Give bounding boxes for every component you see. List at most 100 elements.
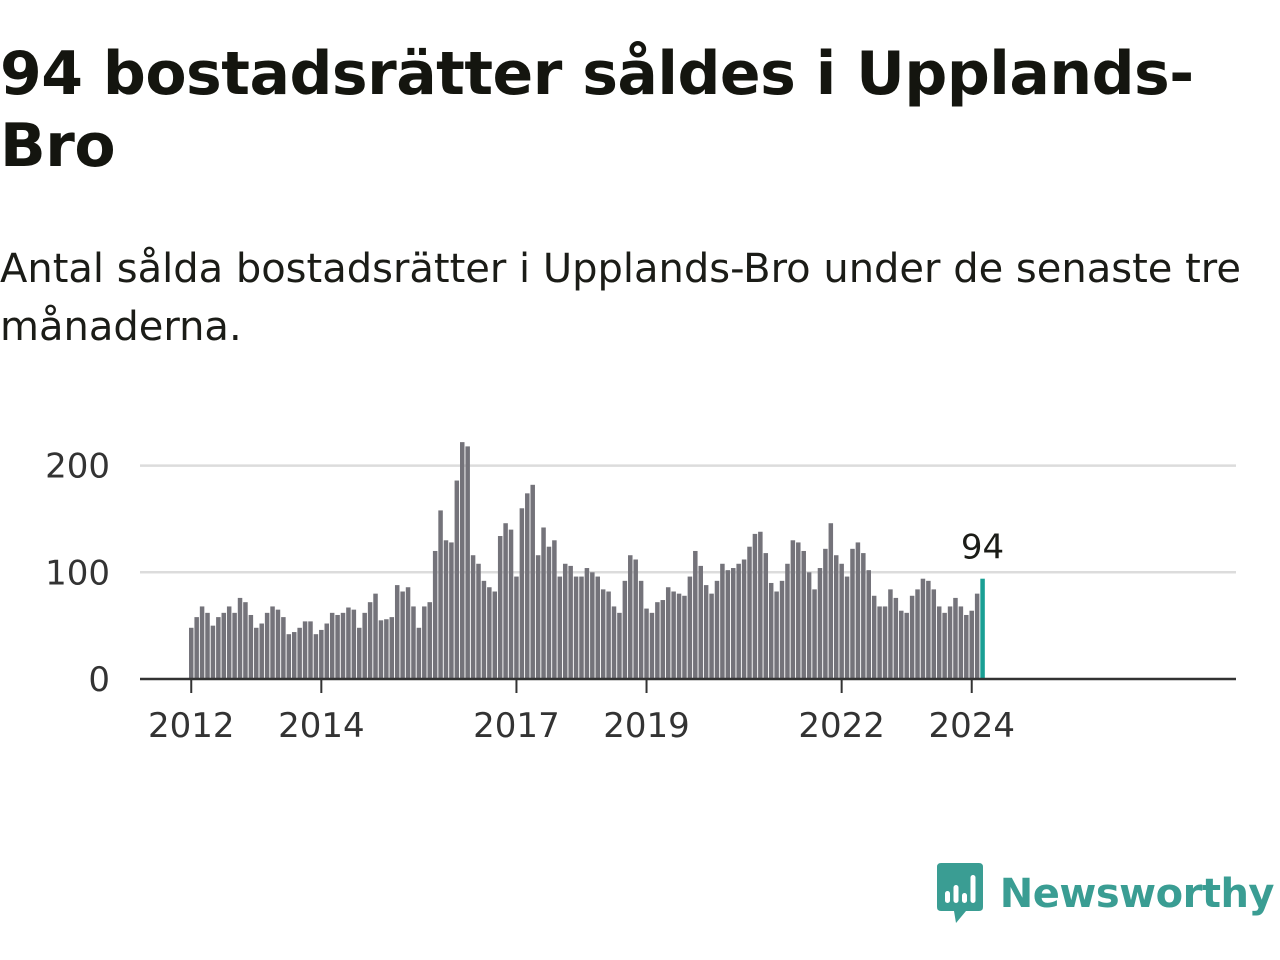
gridlines xyxy=(140,464,1236,574)
bar xyxy=(427,602,432,679)
bar xyxy=(904,612,909,679)
bar xyxy=(394,585,400,679)
bar xyxy=(736,563,741,679)
bar xyxy=(237,597,243,679)
bar xyxy=(871,595,877,679)
bar xyxy=(714,580,720,679)
bar xyxy=(329,612,335,679)
bar xyxy=(297,627,302,679)
bar xyxy=(687,576,693,679)
bar xyxy=(254,627,259,679)
bar xyxy=(243,602,248,679)
bar xyxy=(308,621,313,679)
bar xyxy=(367,602,373,679)
x-tick-label: 2017 xyxy=(473,706,560,746)
bar xyxy=(210,625,216,679)
bar xyxy=(741,559,747,679)
bar xyxy=(947,606,953,679)
bar xyxy=(790,540,796,679)
bar xyxy=(449,542,454,679)
bar xyxy=(833,555,839,679)
bar xyxy=(812,589,817,679)
bar xyxy=(844,576,850,679)
bar xyxy=(649,612,655,679)
newsworthy-logo: Newsworthy xyxy=(934,862,1275,926)
bar xyxy=(785,563,790,679)
bar xyxy=(882,606,888,679)
bar xyxy=(357,627,362,679)
newsworthy-logo-icon xyxy=(936,863,983,923)
bar xyxy=(351,609,357,679)
bar xyxy=(335,614,340,679)
bar xyxy=(497,536,503,679)
bar xyxy=(525,493,530,679)
bar xyxy=(628,555,633,679)
highlighted-bar xyxy=(980,578,985,679)
bar xyxy=(964,614,969,679)
bar xyxy=(514,576,519,679)
bar xyxy=(703,585,709,679)
x-tick-label: 2019 xyxy=(603,706,690,746)
bar xyxy=(953,597,958,679)
bar xyxy=(557,576,563,679)
bar xyxy=(508,529,514,679)
bar xyxy=(671,591,676,679)
bar xyxy=(487,587,492,679)
bar xyxy=(248,614,254,679)
bar xyxy=(530,484,535,679)
x-tick-label: 2024 xyxy=(928,706,1015,746)
bar xyxy=(400,591,405,679)
bar xyxy=(926,580,931,679)
bar xyxy=(920,578,926,679)
bar xyxy=(693,550,698,679)
bar xyxy=(541,527,546,679)
bar xyxy=(888,589,893,679)
bar xyxy=(519,508,525,679)
bar xyxy=(432,550,438,679)
bar xyxy=(492,591,498,679)
bar xyxy=(828,523,834,679)
bar xyxy=(909,595,915,679)
bar xyxy=(931,589,937,679)
monthly-sales-bar-chart: 0 100 200 94 2012 2014 2017 2019 2022 2024 xyxy=(45,442,1236,746)
bar xyxy=(302,621,308,679)
bar xyxy=(481,580,487,679)
bar xyxy=(443,540,449,679)
y-tick-label: 200 xyxy=(45,447,110,487)
bar xyxy=(974,593,980,679)
bar xyxy=(465,446,470,679)
bar xyxy=(562,563,568,679)
bar xyxy=(915,589,920,679)
bar xyxy=(476,563,481,679)
bar xyxy=(189,627,194,679)
bar xyxy=(600,589,606,679)
bar xyxy=(573,576,579,679)
bar xyxy=(232,612,237,679)
bar xyxy=(817,568,823,679)
bar xyxy=(866,570,871,679)
bar xyxy=(552,540,557,679)
bar xyxy=(877,606,882,679)
bar xyxy=(676,593,682,679)
bar xyxy=(216,617,221,679)
bars xyxy=(189,442,985,679)
bar xyxy=(617,612,622,679)
bar xyxy=(861,553,866,679)
bar xyxy=(747,546,752,679)
bar xyxy=(503,523,508,679)
bar xyxy=(942,612,947,679)
bar xyxy=(839,563,844,679)
bar xyxy=(731,568,736,679)
bar xyxy=(768,582,774,679)
bar xyxy=(758,531,763,679)
bar xyxy=(823,548,828,679)
bar xyxy=(850,548,855,679)
bar xyxy=(595,576,600,679)
bar xyxy=(362,612,367,679)
bar xyxy=(763,553,769,679)
bar xyxy=(264,612,270,679)
bar xyxy=(460,442,465,679)
bar xyxy=(205,612,210,679)
page-subtitle: Antal sålda bostadsrätter i Upplands-Bro… xyxy=(0,246,1241,350)
bar xyxy=(855,542,861,679)
